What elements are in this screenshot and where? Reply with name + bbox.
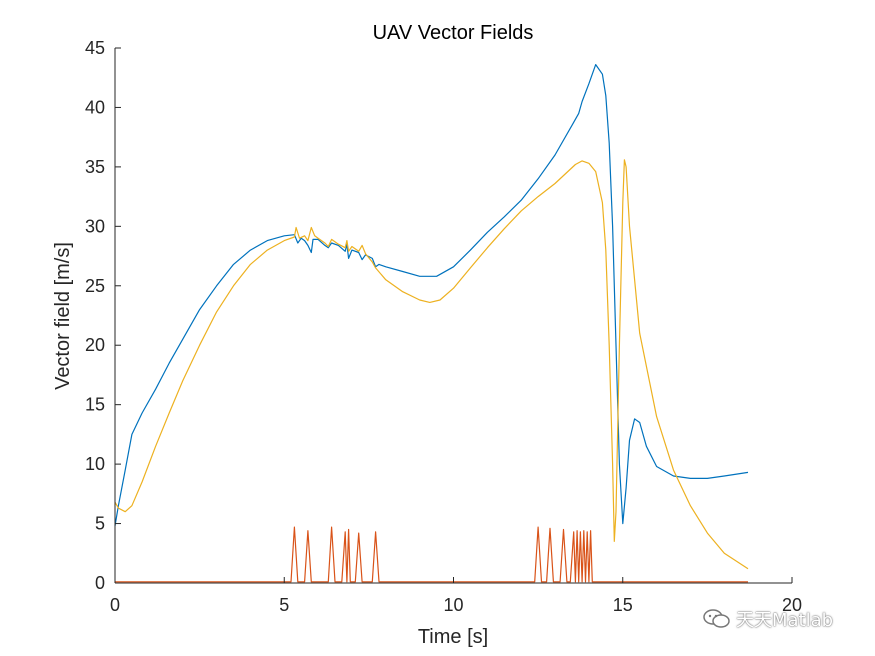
y-tick-label: 40 <box>85 97 105 117</box>
y-tick-label: 15 <box>85 395 105 415</box>
y-tick-label: 35 <box>85 157 105 177</box>
x-tick-label: 20 <box>782 595 802 615</box>
y-ticks: 0 5 10 15 20 25 30 35 40 45 <box>85 38 121 593</box>
watermark: 天天Matlab <box>702 606 833 632</box>
series-line-1 <box>114 63 749 526</box>
chart-title: UAV Vector Fields <box>373 22 534 44</box>
series-line-2 <box>114 159 749 570</box>
y-tick-label: 0 <box>95 573 105 593</box>
y-tick-label: 45 <box>85 38 105 58</box>
watermark-text: 天天Matlab <box>736 610 834 631</box>
y-tick-label: 10 <box>85 454 105 474</box>
y-axis-label: Vector field [m/s] <box>52 242 74 390</box>
x-tick-label: 5 <box>279 595 289 615</box>
y-tick-label: 25 <box>85 276 105 296</box>
x-ticks: 0 5 10 15 20 <box>110 577 802 615</box>
x-axis-label: Time [s] <box>418 626 488 648</box>
wechat-icon <box>703 609 730 628</box>
plot-lines <box>114 63 749 583</box>
series-line-3 <box>115 526 748 583</box>
y-tick-label: 5 <box>95 514 105 534</box>
y-tick-label: 20 <box>85 335 105 355</box>
x-tick-label: 10 <box>443 595 463 615</box>
x-tick-label: 0 <box>110 595 120 615</box>
x-tick-label: 15 <box>613 595 633 615</box>
y-tick-label: 30 <box>85 216 105 236</box>
